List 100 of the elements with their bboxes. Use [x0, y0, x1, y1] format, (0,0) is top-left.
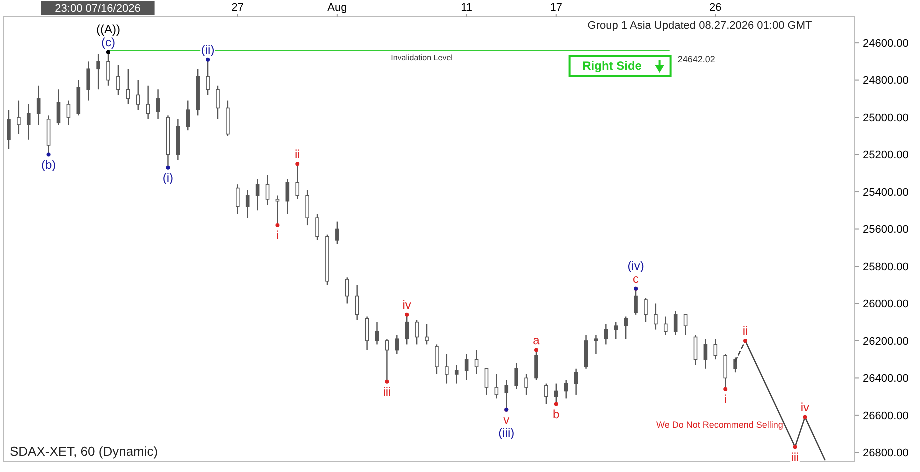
candlestick [514, 362, 518, 390]
candlestick [564, 379, 568, 400]
candlestick [454, 364, 459, 384]
candlestick [156, 89, 160, 120]
candlestick [405, 314, 410, 346]
x-tick-label: 17 [550, 2, 563, 14]
candlestick [664, 316, 668, 336]
candlestick [36, 85, 41, 126]
data-label: c [633, 272, 640, 286]
candlestick [474, 350, 479, 376]
ref-line-label: Invalidation Level [391, 54, 454, 63]
y-tick-label: 26400.00 [863, 373, 909, 386]
x-tick-label: 27 [232, 2, 244, 14]
candlestick [106, 52, 110, 86]
candlestick [365, 316, 370, 351]
y-tick-label: 25800.00 [863, 261, 909, 274]
candlestick [17, 100, 21, 135]
candlestick [236, 184, 240, 215]
point [296, 162, 300, 166]
candlestick [26, 104, 31, 140]
candlestick [435, 344, 439, 376]
candlestick [425, 324, 429, 346]
candlestick [56, 89, 61, 126]
candlestick [594, 334, 598, 355]
y-tick-label: 26200.00 [863, 336, 909, 348]
candlestick [136, 80, 140, 111]
candlestick [504, 379, 509, 410]
candlestick [714, 338, 718, 360]
data-label: ii [742, 324, 748, 338]
point [724, 387, 728, 392]
data-label: i [724, 392, 727, 407]
point [793, 445, 798, 450]
candlestick [336, 221, 340, 245]
candlestick [66, 100, 71, 126]
candlestick [216, 85, 220, 120]
candlestick [694, 334, 698, 366]
candlestick [484, 368, 489, 396]
candlestick [614, 322, 618, 340]
candlestick [674, 310, 678, 336]
data-label: (iii) [498, 426, 515, 440]
candlestick [276, 195, 280, 226]
candlestick [316, 214, 320, 242]
data-label: iii [383, 385, 392, 400]
candlestick [534, 350, 538, 381]
y-tick-label: 24800.00 [863, 75, 909, 88]
candlestick [206, 59, 210, 96]
y-tick-label: 26000.00 [863, 298, 909, 311]
data-label: iii [791, 450, 800, 464]
point [744, 338, 748, 343]
data-label: (iv) [628, 259, 644, 274]
candlestick [704, 338, 708, 370]
candlestick [524, 374, 528, 396]
candlestick [146, 85, 150, 120]
candlestick [116, 64, 120, 96]
data-label: iv [800, 400, 810, 415]
x-tick-label: 11 [461, 2, 473, 14]
data-label: b [553, 407, 560, 422]
data-label: iv [402, 298, 412, 312]
point [405, 312, 410, 317]
point [554, 402, 558, 406]
y-tick-label: 26600.00 [863, 410, 909, 422]
annotation: We Do Not Recommend Selling [656, 420, 784, 430]
candlestick [286, 178, 290, 215]
point [46, 152, 51, 157]
point [206, 58, 210, 62]
candlestick [604, 324, 608, 346]
candlestick [86, 61, 90, 102]
candlestick [724, 353, 728, 390]
candlestick [266, 174, 270, 206]
candlestick [634, 288, 638, 316]
y-tick-label: 26800.00 [863, 448, 909, 460]
data-label: ii [294, 147, 300, 162]
candlestick [385, 338, 390, 383]
candlestick [7, 109, 11, 150]
candlestick [644, 298, 648, 323]
candlestick [624, 316, 628, 340]
candlestick [464, 353, 469, 381]
x-tick-label: Aug [328, 2, 348, 14]
x-tick-label: 26 [710, 2, 722, 14]
candlestick [306, 190, 310, 226]
point [534, 348, 538, 352]
data-label: (b) [41, 158, 56, 172]
y-tick-label: 25000.00 [863, 112, 909, 124]
data-label: i [276, 228, 280, 243]
candlestick [256, 178, 260, 212]
candlestick [574, 368, 578, 396]
candlestick [355, 284, 360, 322]
text: 23:00 07/16/2026 [55, 2, 141, 15]
candlestick [375, 322, 380, 346]
y-tick-label: 25400.00 [863, 186, 909, 199]
data-label: a [533, 333, 540, 348]
candlestick [296, 163, 300, 200]
candlestick [415, 320, 419, 346]
data-label: (c) [102, 36, 116, 50]
data-label: (i) [162, 171, 174, 186]
y-tick-label: 25200.00 [863, 150, 909, 162]
candlestick [345, 277, 350, 304]
y-tick-label: 24600.00 [863, 38, 909, 50]
point [276, 224, 280, 228]
point [385, 380, 390, 384]
